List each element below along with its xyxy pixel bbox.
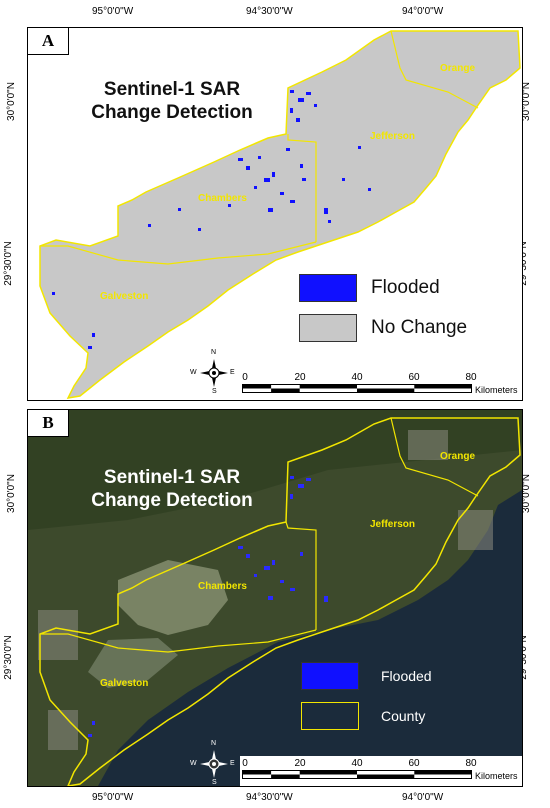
legend-label-flooded-b: Flooded <box>381 668 432 684</box>
lon-label-top-9430: 94°30'0"W <box>246 6 293 17</box>
panel-b-map-svg <box>28 410 522 786</box>
north-arrow-a: N S E W <box>190 349 235 395</box>
county-line-jefferson-b <box>285 521 317 630</box>
lon-label-bottom-9430: 94°30'0"W <box>246 792 293 803</box>
county-label-orange-a: Orange <box>440 63 476 74</box>
scale-tick-80-a: 80 <box>465 372 477 383</box>
north-arrow-b: N S E W <box>190 740 235 786</box>
scale-tick-60-b: 60 <box>408 758 420 769</box>
county-line-chambers-b <box>40 629 317 653</box>
lon-label-bottom-95: 95°0'0"W <box>92 792 134 803</box>
panel-a-map-svg <box>39 30 521 399</box>
panel-b-satellite-map: B Sentinel-1 SAR Change Detection Orange… <box>27 409 523 787</box>
county-label-orange-b: Orange <box>440 451 476 462</box>
scale-bar-b: 0 20 40 60 80 Kilometers <box>240 756 522 786</box>
scale-tick-40-a: 40 <box>351 372 363 383</box>
scale-tick-80-b: 80 <box>465 758 477 769</box>
scale-tick-0-b: 0 <box>242 758 248 769</box>
flooded-patches-b <box>88 476 328 737</box>
panel-b-label: B <box>28 410 69 437</box>
county-line-jefferson-a <box>287 134 317 242</box>
panel-b-title-line1: Sentinel-1 SAR <box>103 467 241 488</box>
scale-bar-a: 0 20 40 60 80 Kilometers <box>242 372 522 396</box>
scale-unit-b: Kilometers <box>475 771 518 781</box>
county-label-chambers-a: Chambers <box>198 193 247 204</box>
compass-w-a: W <box>190 369 197 376</box>
study-area-outline-b <box>39 417 521 786</box>
legend-item-flooded-a: Flooded <box>299 274 440 302</box>
county-line-orange-a <box>390 30 479 109</box>
lon-label-bottom-94: 94°0'0"W <box>402 792 444 803</box>
land-texture-b <box>28 410 522 530</box>
county-label-jefferson-a: Jefferson <box>370 131 416 142</box>
legend-label-no-change-a: No Change <box>371 317 468 338</box>
county-label-galveston-a: Galveston <box>100 291 149 302</box>
county-line-chambers-a <box>40 241 317 265</box>
compass-e-a: E <box>230 369 235 376</box>
legend-swatch-no-change-a <box>299 314 357 342</box>
legend-label-county-b: County <box>381 708 426 724</box>
lat-label-a-left-2930: 29°30'0"N <box>2 241 14 286</box>
compass-s-a: S <box>212 388 217 395</box>
scale-tick-20-b: 20 <box>294 758 306 769</box>
panel-b-title-line2: Change Detection <box>91 490 253 511</box>
scale-unit-a: Kilometers <box>475 385 518 395</box>
legend-swatch-county-b <box>301 702 359 730</box>
panel-a-title: Sentinel-1 SAR Change Detection <box>82 78 262 124</box>
flooded-patches-a <box>52 90 371 349</box>
legend-item-no-change-a: No Change <box>299 314 467 342</box>
county-line-orange-b <box>390 417 479 497</box>
compass-s-b: S <box>212 779 217 786</box>
compass-n-a: N <box>211 349 217 356</box>
panel-a-title-line2: Change Detection <box>91 102 253 123</box>
lon-label-top-94: 94°0'0"W <box>402 6 444 17</box>
lat-label-a-left-30: 30°0'0"N <box>5 82 17 121</box>
compass-e-b: E <box>230 760 235 767</box>
panel-a-title-line1: Sentinel-1 SAR <box>103 79 241 100</box>
county-label-chambers-b: Chambers <box>198 581 247 592</box>
scale-bar-b-graphic <box>242 770 472 779</box>
compass-icon <box>200 359 228 387</box>
scale-tick-20-a: 20 <box>294 372 306 383</box>
legend-item-flooded-b: Flooded <box>301 662 432 690</box>
compass-icon <box>200 750 228 778</box>
compass-w-b: W <box>190 760 197 767</box>
panel-b-title: Sentinel-1 SAR Change Detection <box>82 466 262 512</box>
lon-label-top-95: 95°0'0"W <box>92 6 134 17</box>
panel-a-flood-map: A Sentinel-1 SAR Change Detection Orange… <box>27 27 523 401</box>
lat-label-b-left-30: 30°0'0"N <box>5 474 17 513</box>
compass-n-b: N <box>211 740 217 747</box>
scale-tick-60-a: 60 <box>408 372 420 383</box>
lat-label-b-left-2930: 29°30'0"N <box>2 635 14 680</box>
county-label-galveston-b: Galveston <box>100 678 149 689</box>
legend-swatch-flooded-b <box>301 662 359 690</box>
study-area-a <box>39 30 521 399</box>
scale-tick-40-b: 40 <box>351 758 363 769</box>
legend-swatch-flooded-a <box>299 274 357 302</box>
legend-label-flooded-a: Flooded <box>371 277 440 298</box>
county-label-jefferson-b: Jefferson <box>370 519 416 530</box>
urban-patches-b <box>38 430 493 750</box>
scale-tick-0-a: 0 <box>242 372 248 383</box>
panel-a-label: A <box>28 28 69 55</box>
legend-item-county-b: County <box>301 702 425 730</box>
bay-water-b <box>118 560 228 635</box>
scale-bar-a-graphic <box>242 384 472 393</box>
